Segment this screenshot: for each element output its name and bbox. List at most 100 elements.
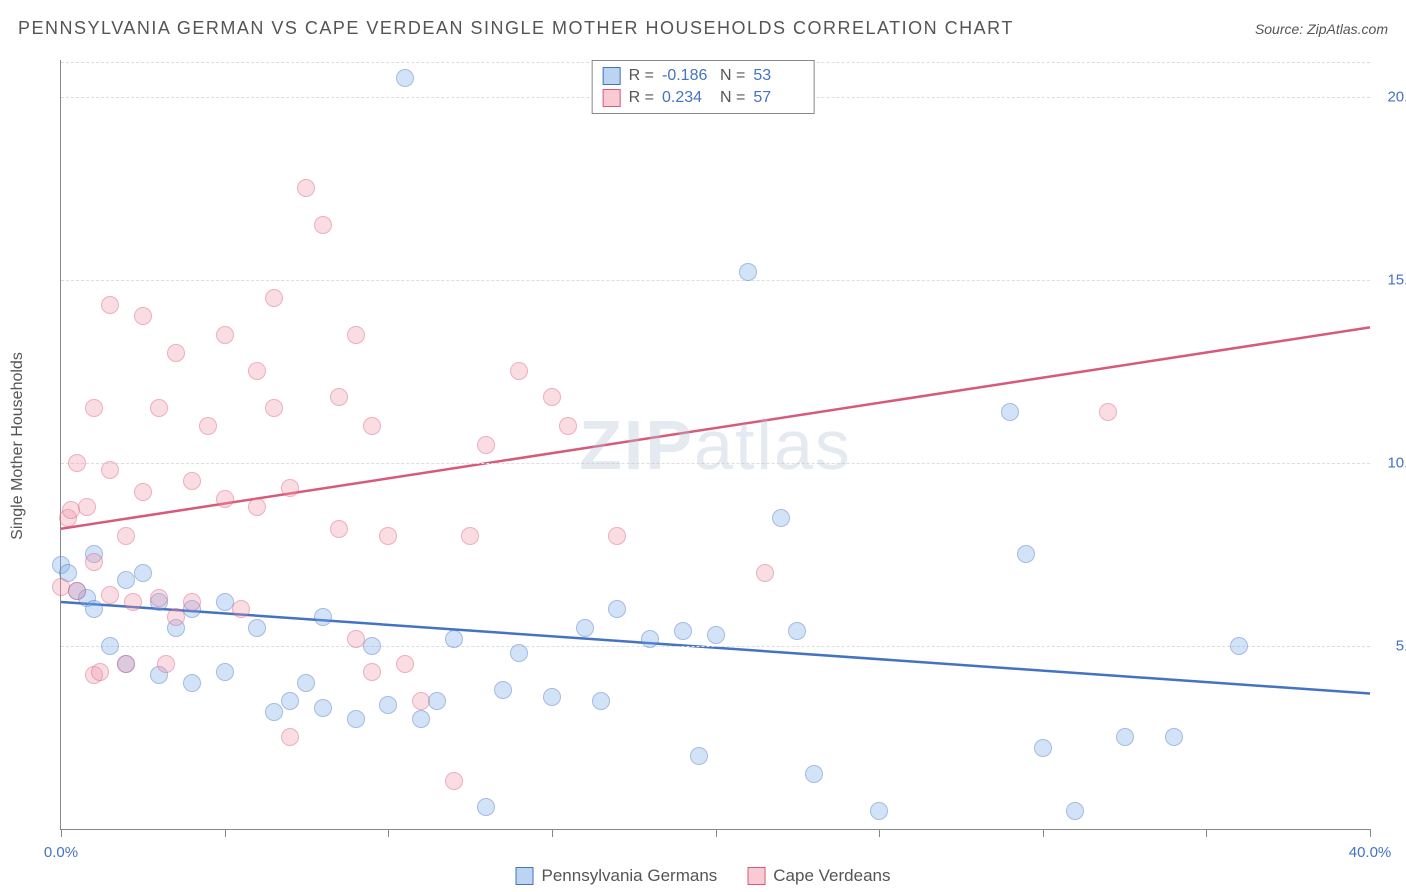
n-label: N = (720, 89, 745, 107)
scatter-point (788, 622, 806, 640)
scatter-point (183, 674, 201, 692)
n-value-1: 57 (753, 89, 803, 107)
source-name: ZipAtlas.com (1307, 21, 1388, 37)
scatter-point (756, 564, 774, 582)
scatter-point (91, 663, 109, 681)
x-tick (552, 829, 553, 837)
scatter-point (870, 802, 888, 820)
y-axis-label: Single Mother Households (9, 352, 27, 540)
scatter-point (543, 688, 561, 706)
scatter-point (707, 626, 725, 644)
scatter-point (1099, 403, 1117, 421)
scatter-point (690, 747, 708, 765)
scatter-point (68, 454, 86, 472)
scatter-point (281, 479, 299, 497)
scatter-point (314, 216, 332, 234)
scatter-point (379, 527, 397, 545)
scatter-point (805, 765, 823, 783)
n-label: N = (720, 67, 745, 85)
scatter-point (314, 699, 332, 717)
scatter-point (183, 472, 201, 490)
gridline (61, 463, 1370, 464)
scatter-point (396, 655, 414, 673)
scatter-point (183, 593, 201, 611)
scatter-point (85, 600, 103, 618)
scatter-point (1116, 728, 1134, 746)
scatter-point (559, 417, 577, 435)
scatter-point (461, 527, 479, 545)
scatter-point (216, 490, 234, 508)
swatch-blue-icon (603, 67, 621, 85)
scatter-point (412, 710, 430, 728)
stats-row-series-1: R = 0.234 N = 57 (603, 87, 804, 109)
scatter-point (428, 692, 446, 710)
scatter-point (265, 703, 283, 721)
x-tick-label: 0.0% (44, 844, 78, 861)
r-label: R = (629, 67, 654, 85)
x-tick (1370, 829, 1371, 837)
scatter-point (1034, 739, 1052, 757)
scatter-point (216, 593, 234, 611)
scatter-point (297, 674, 315, 692)
gridline (61, 646, 1370, 647)
x-tick (1043, 829, 1044, 837)
source-prefix: Source: (1255, 21, 1307, 37)
x-tick (879, 829, 880, 837)
swatch-blue-icon (516, 867, 534, 885)
scatter-point (297, 179, 315, 197)
scatter-point (510, 644, 528, 662)
scatter-point (232, 600, 250, 618)
scatter-point (265, 399, 283, 417)
chart-title: PENNSYLVANIA GERMAN VS CAPE VERDEAN SING… (18, 18, 1014, 39)
scatter-point (330, 388, 348, 406)
scatter-point (101, 637, 119, 655)
scatter-point (134, 307, 152, 325)
scatter-point (347, 630, 365, 648)
x-tick (225, 829, 226, 837)
scatter-point (124, 593, 142, 611)
scatter-point (248, 498, 266, 516)
scatter-point (101, 461, 119, 479)
scatter-point (641, 630, 659, 648)
scatter-point (101, 586, 119, 604)
scatter-point (150, 399, 168, 417)
x-tick-label: 40.0% (1349, 844, 1392, 861)
gridline (61, 280, 1370, 281)
scatter-point (477, 436, 495, 454)
scatter-point (62, 501, 80, 519)
y-tick-label: 15.0% (1375, 271, 1406, 288)
scatter-point (445, 630, 463, 648)
scatter-point (68, 582, 86, 600)
scatter-point (167, 344, 185, 362)
scatter-point (739, 263, 757, 281)
y-tick-label: 20.0% (1375, 88, 1406, 105)
scatter-point (134, 564, 152, 582)
swatch-pink-icon (747, 867, 765, 885)
scatter-point (510, 362, 528, 380)
scatter-point (281, 728, 299, 746)
scatter-plot-area: ZIPatlas 5.0%10.0%15.0%20.0%0.0%40.0% (60, 60, 1370, 830)
x-tick (1206, 829, 1207, 837)
scatter-point (1066, 802, 1084, 820)
scatter-point (265, 289, 283, 307)
correlation-stats-box: R = -0.186 N = 53 R = 0.234 N = 57 (592, 60, 815, 114)
scatter-point (477, 798, 495, 816)
scatter-point (494, 681, 512, 699)
scatter-point (1230, 637, 1248, 655)
bottom-legend: Pennsylvania Germans Cape Verdeans (516, 866, 891, 886)
n-value-0: 53 (753, 67, 803, 85)
scatter-point (216, 663, 234, 681)
r-value-0: -0.186 (662, 67, 712, 85)
y-tick-label: 5.0% (1375, 637, 1406, 654)
scatter-point (592, 692, 610, 710)
x-tick (388, 829, 389, 837)
scatter-point (674, 622, 692, 640)
scatter-point (101, 296, 119, 314)
scatter-point (608, 527, 626, 545)
r-value-1: 0.234 (662, 89, 712, 107)
scatter-point (117, 571, 135, 589)
x-tick (716, 829, 717, 837)
scatter-point (314, 608, 332, 626)
scatter-point (117, 527, 135, 545)
scatter-point (347, 326, 365, 344)
